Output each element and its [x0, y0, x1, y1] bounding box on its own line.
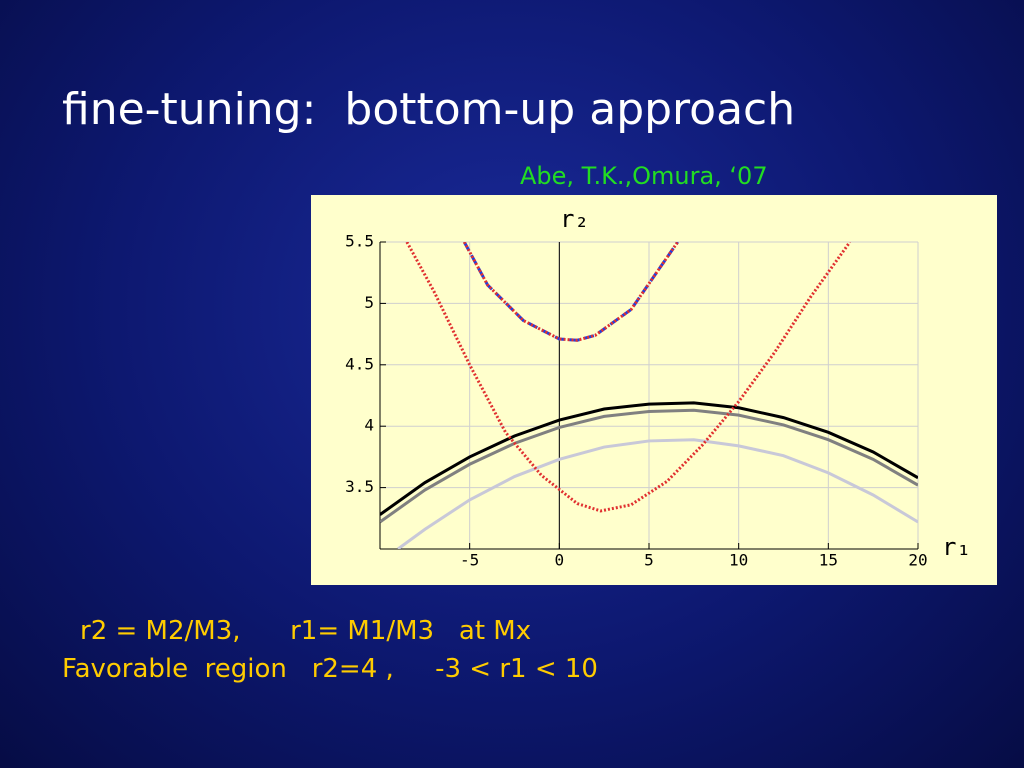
y-tick-label: 5 [364, 293, 374, 312]
curve [380, 401, 918, 516]
y-tick-label: 4.5 [345, 354, 374, 373]
x-tick-label: 0 [555, 551, 565, 570]
x-tick-label: 15 [819, 551, 838, 570]
y-tick-label: 5.5 [345, 232, 374, 251]
y-tick-label: 4 [364, 416, 374, 435]
note: Favorable region r2=4 , -3 < r1 < 10 [62, 654, 598, 684]
x-tick-label: 10 [729, 551, 748, 570]
curve [397, 438, 918, 549]
x-axis-label: r₁ [942, 533, 971, 561]
slide-title: fine-tuning: bottom-up approach [62, 84, 796, 135]
y-tick-label: 3.5 [345, 477, 374, 496]
y-axis-label: r₂ [560, 205, 589, 233]
note: r2 = M2/M3, r1= M1/M3 at Mx [80, 616, 532, 646]
citation: Abe, T.K.,Omura, ‘07 [520, 162, 768, 190]
x-tick-label: 20 [908, 551, 927, 570]
chart-panel [311, 195, 997, 585]
x-tick-label: -5 [460, 551, 479, 570]
x-tick-label: 5 [644, 551, 654, 570]
curve [405, 242, 852, 513]
curve [462, 242, 679, 342]
curve [380, 408, 918, 524]
